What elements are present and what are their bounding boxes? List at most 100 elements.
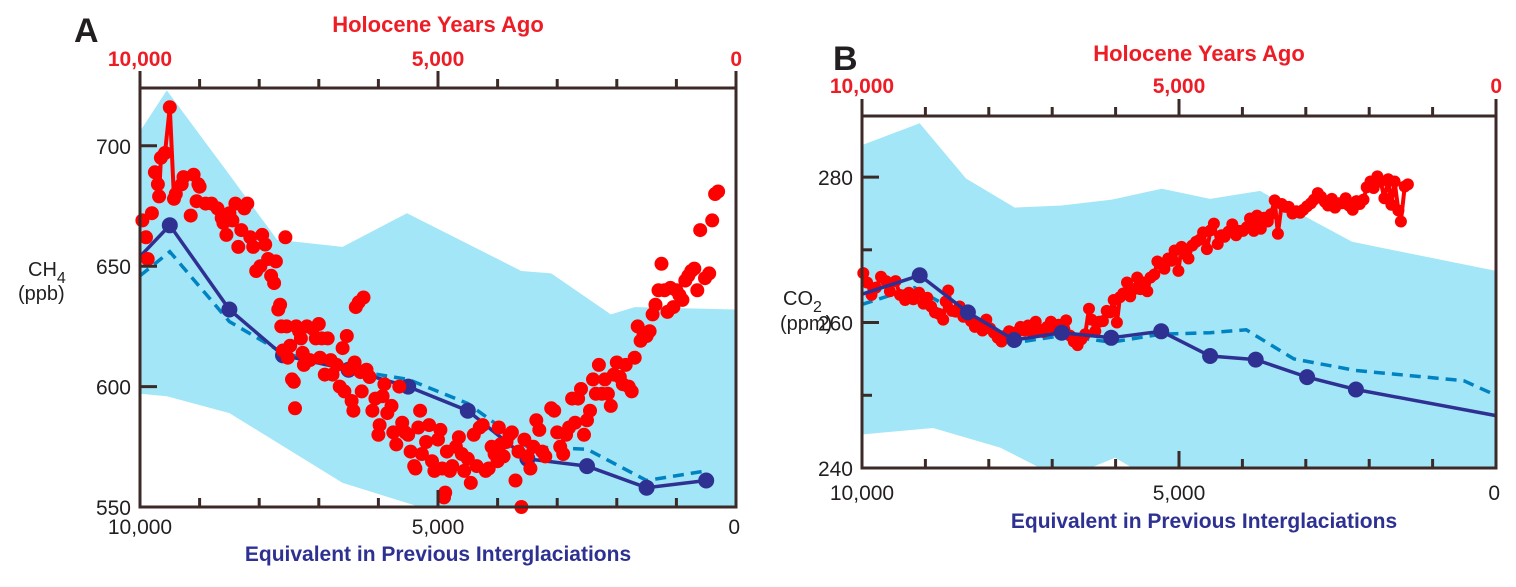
panel-a-holocene-point [311,317,326,331]
panel-a-holocene-point [419,435,434,449]
panel-b-bottom-tick-label: 10,000 [830,482,894,505]
panel-a-y-tick-label: 700 [96,136,131,159]
panel-a-holocene-point [375,389,390,404]
panel-a-holocene-point [642,324,657,339]
panel-a-methane: A Holocene Years Ago 10,000 5,000 010,000 5… [18,12,742,566]
panel-a-holocene-point [508,473,523,488]
panel-a-holocene-point [603,398,618,413]
panel-a-holocene-point [337,384,352,399]
panel-b-mean-marker [1153,323,1170,340]
panel-a-holocene-point [538,449,553,464]
panel-b-holocene-point [1083,302,1095,315]
panel-a-top-axis-title: Holocene Years Ago [332,12,544,37]
panel-a-mean-marker [459,402,476,419]
panel-a-holocene-point [648,297,663,312]
panel-a-holocene-point [144,206,159,221]
panel-b-holocene-point [1096,315,1109,328]
panel-a-holocene-point [240,196,255,211]
panel-b-bottom-tick-label: 5,000 [1153,482,1206,505]
panel-a-holocene-point [690,283,705,298]
panel-a-envelope-upper-edge [140,88,736,315]
panel-a-holocene-point [532,422,547,437]
panel-a-holocene-point [433,422,448,437]
panel-a-holocene-point [475,418,490,433]
panel-a-holocene-point [225,213,240,228]
panel-a-holocene-point [523,461,538,476]
panel-a-holocene-point [702,266,717,281]
panel-a-holocene-point [403,444,418,459]
panel-a-holocene-points [135,100,726,514]
panel-a-holocene-point [438,485,453,500]
panel-a-holocene-point [451,430,466,445]
panel-b-carbon-dioxide: B Holocene Years Ago 10,000 5,000 0 10,000 5… [780,40,1502,533]
panel-a-bottom-axis-title: Equivalent in Previous Interglaciations [245,543,631,566]
panel-a-holocene-point [329,357,344,372]
panel-a-holocene-point [162,100,177,115]
panel-b-holocene-point [1182,252,1195,265]
panel-a-envelope [140,88,736,507]
panel-a-holocene-point [339,329,354,343]
panel-a-envelope-lower-edge [140,393,421,507]
panel-a-bottom-tick-label: 10,000 [108,516,172,539]
panel-a-holocene-point [583,403,597,418]
panel-a-holocene-point [547,403,562,418]
panel-a-holocene-point [278,230,293,245]
panel-a-holocene-point [140,252,155,266]
panel-a-holocene-point [654,256,669,271]
panel-b-holocene-point [1200,243,1213,256]
panel-a-holocene-point [320,331,335,346]
panel-b-ticks: 10,000 5,000 0 10,000 5,000 0 240 260 280 [818,75,1502,505]
panel-b-mean-marker [1247,351,1264,368]
panel-a-y-label-sub: 4 [57,270,66,287]
panel-b-holocene-point [1394,215,1407,228]
panel-a-letter: A [74,12,99,50]
panel-b-top-tick-label: 10,000 [830,75,894,98]
panel-a-holocene-point [408,461,423,476]
panel-a-holocene-point [389,437,404,452]
panel-a-y-tick-label: 600 [96,377,131,400]
panel-a-holocene-point [279,319,294,334]
panel-a-holocene-point [372,418,387,433]
panel-b-bottom-tick-label: 0 [1488,482,1500,505]
panel-b-holocene-point [1207,217,1220,230]
panel-b-holocene-point [1264,208,1277,221]
panel-a-holocene-point [491,420,506,435]
panel-b-holocene-point [1357,193,1370,206]
panel-b-mean-marker [911,267,928,284]
panel-a-y-tick-label: 650 [96,256,131,279]
panel-a-holocene-point [286,374,301,389]
panel-a-holocene-point [496,449,511,464]
panel-a-holocene-point [356,290,371,305]
panel-b-mean-marker [1006,332,1023,348]
panel-a-top-tick-label: 0 [730,48,742,71]
panel-a-dashed-series-line [138,249,707,483]
panel-b-holocene-point [1060,314,1073,327]
panel-a-holocene-point [414,447,429,461]
panel-b-holocene-point [1148,268,1161,281]
panel-a-holocene-point [568,415,583,430]
panel-a-holocene-point [586,372,600,387]
panel-b-y-label-main: CO [783,288,813,310]
panel-a-holocene-point [288,401,302,416]
panel-b-holocene-point [1103,306,1116,319]
panel-a-mean-marker [221,301,238,318]
panel-b-holocene-point [1388,175,1401,188]
panel-a-holocene-point [384,398,399,413]
panel-a-holocene-point [377,377,392,392]
panel-b-mean-marker [1299,369,1316,386]
panel-a-holocene-point [192,179,207,194]
panel-b-mean-marker [1347,381,1364,398]
panel-b-envelope [862,116,1496,468]
panel-a-holocene-point [577,427,591,442]
panel-a-holocene-point [246,239,261,254]
panel-b-holocene-point [937,313,950,326]
panel-a-holocene-point [183,208,198,223]
panel-a-holocene-point [346,403,361,418]
panel-a-holocene-point [457,463,472,478]
panel-b-y-label: CO2 [783,288,822,316]
panel-b-holocene-point [1165,254,1178,267]
panel-a-dashed-line [138,249,707,483]
panel-a-y-unit: (ppb) [18,283,65,305]
panel-b-mean-marker [959,304,976,321]
